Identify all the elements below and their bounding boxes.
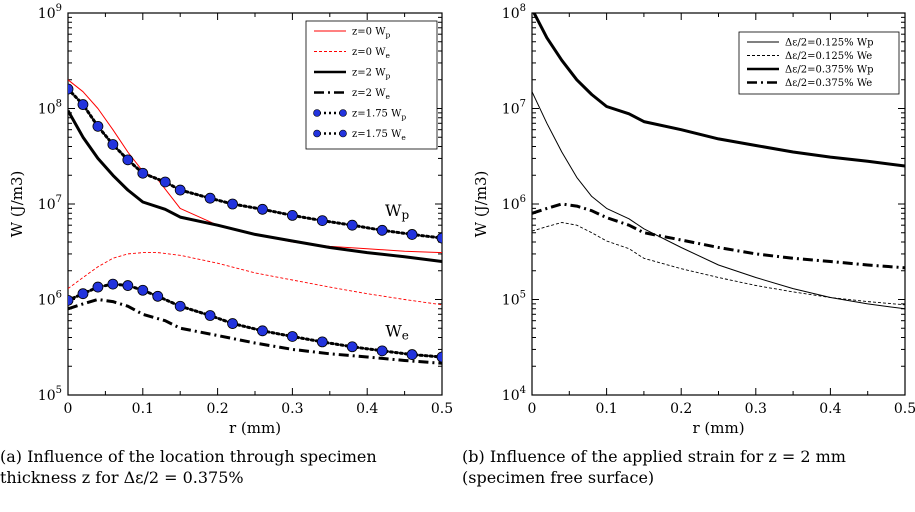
- x-tick-label: 0.5: [431, 401, 453, 417]
- series-marker: [68, 83, 74, 95]
- series-marker: [316, 336, 328, 348]
- y-tick-label: 108: [502, 3, 526, 22]
- series-marker: [77, 99, 89, 110]
- series-line-3: [532, 202, 905, 270]
- series-marker: [77, 288, 89, 300]
- series-marker: [227, 198, 238, 210]
- chart-a: 0 0.1 0.2 0.3 0.4 0.5 105 106 107 108 109 r (mm) W (…: [8, 3, 453, 437]
- legend-label-2: z=2 Wp: [352, 68, 390, 81]
- chart-b: 0 0.1 0.2 0.3 0.4 0.5 104 105 106 107 108 r (mm) W (…: [472, 3, 915, 437]
- series-marker: [406, 229, 418, 240]
- series-marker: [227, 318, 238, 329]
- x-tick-label: 0.2: [206, 401, 228, 417]
- annotation-label: Wp: [385, 201, 409, 222]
- series-marker: [376, 345, 388, 357]
- legend-label-4: z=1.75 Wp: [352, 109, 406, 122]
- series-line-1: [532, 222, 905, 306]
- x-tick-label: 0.3: [281, 401, 303, 417]
- series-group: [68, 79, 442, 365]
- series-marker: [122, 154, 134, 166]
- y-tick-label: 108: [38, 99, 62, 118]
- series-marker: [152, 290, 164, 302]
- legend-marker: [313, 129, 321, 138]
- legend-label-1: Δε/2=0.125% We: [785, 51, 872, 62]
- y-axis-label: W (J/m3): [8, 171, 26, 238]
- legend-marker: [313, 109, 321, 117]
- annotation-label: We: [385, 321, 409, 342]
- y-tick-label: 106: [38, 290, 62, 309]
- x-axis-label: r (mm): [692, 419, 744, 437]
- series-marker: [122, 280, 134, 291]
- series-line-2: [68, 109, 442, 263]
- series-marker: [107, 139, 119, 150]
- series-marker: [159, 176, 171, 188]
- series-marker: [107, 278, 119, 290]
- series-line-2: [532, 13, 905, 168]
- series-marker: [137, 167, 149, 179]
- legend-marker: [339, 109, 347, 117]
- series-marker: [174, 184, 186, 196]
- legend: Δε/2=0.125% Wp Δε/2=0.125% We Δε/2=0.375% …: [738, 31, 900, 95]
- x-tick-label: 0: [528, 401, 537, 417]
- series-marker: [286, 331, 298, 342]
- series-marker: [257, 325, 268, 337]
- series-marker: [346, 219, 358, 231]
- y-tick-label: 106: [502, 194, 526, 213]
- series-group: [532, 13, 905, 310]
- series-line-0: [532, 91, 905, 310]
- x-tick-label: 0.3: [745, 401, 767, 417]
- series-marker: [92, 120, 104, 132]
- x-tick-label: 0.4: [819, 401, 841, 417]
- legend-label-3: z=2 We: [352, 88, 390, 101]
- series-marker: [376, 224, 388, 236]
- series-marker: [436, 351, 442, 363]
- y-tick-label: 105: [502, 290, 526, 309]
- legend-frame: [305, 20, 438, 150]
- x-tick-label: 0.1: [132, 401, 154, 417]
- legend-label-3: Δε/2=0.375% We: [785, 78, 872, 89]
- legend-label-1: z=0 We: [352, 47, 390, 60]
- x-tick-label: 0.1: [595, 401, 617, 417]
- series-marker: [406, 349, 418, 360]
- y-tick-label: 104: [502, 385, 526, 404]
- series-marker: [174, 300, 186, 312]
- series-marker: [257, 203, 268, 215]
- y-tick-label: 107: [38, 194, 62, 213]
- y-axis-label: W (J/m3): [472, 171, 490, 238]
- legend-label-2: Δε/2=0.375% Wp: [785, 65, 874, 76]
- legend-marker: [339, 129, 347, 138]
- legend: z=0 Wp z=0 We z=2 Wp z=2 We z=1.75 Wp z=1.75 …: [305, 20, 438, 150]
- legend-label-0: z=0 Wp: [352, 27, 390, 40]
- series-marker: [204, 192, 216, 204]
- series-marker: [92, 281, 104, 293]
- series-marker: [137, 284, 149, 296]
- legend-label-5: z=1.75 We: [352, 129, 406, 142]
- legend-label-0: Δε/2=0.125% Wp: [785, 38, 874, 49]
- series-marker: [316, 215, 328, 227]
- series-marker: [346, 341, 358, 353]
- x-tick-label: 0.4: [356, 401, 378, 417]
- x-axis-label: r (mm): [229, 419, 281, 437]
- y-tick-label: 107: [502, 99, 526, 118]
- series-marker: [436, 232, 442, 244]
- x-tick-label: 0: [64, 401, 73, 417]
- y-tick-label: 105: [38, 385, 62, 404]
- series-marker: [68, 294, 74, 306]
- x-tick-label: 0.5: [894, 401, 915, 417]
- series-line-0: [68, 79, 442, 254]
- x-tick-label: 0.2: [670, 401, 692, 417]
- caption-b: (b) Influence of the applied strain for …: [462, 447, 846, 487]
- caption-a: (a) Influence of the location through sp…: [0, 447, 377, 487]
- y-tick-label: 109: [38, 3, 62, 22]
- series-marker: [286, 209, 298, 221]
- series-line-1: [68, 252, 442, 306]
- series-marker: [204, 310, 216, 321]
